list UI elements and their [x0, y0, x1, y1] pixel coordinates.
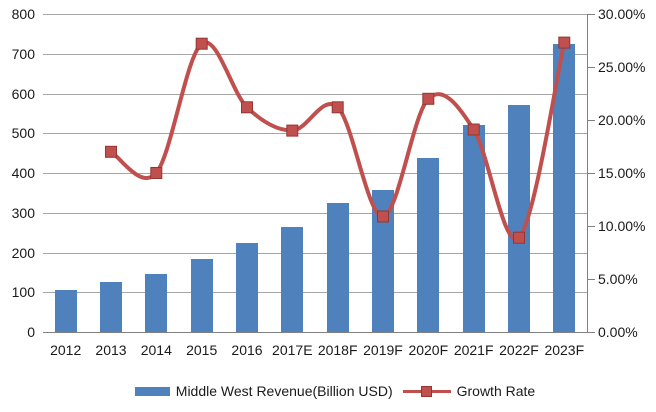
x-axis-label-2019F: 2019F: [363, 342, 403, 358]
growth-marker-2015: [195, 37, 208, 50]
bar-2021F: [462, 125, 485, 332]
right-axis-tick: [588, 120, 595, 121]
x-axis-label-2023F: 2023F: [544, 342, 585, 358]
growth-marker-2018F: [331, 101, 344, 114]
left-axis-label: 400: [11, 165, 35, 181]
left-axis-label: 100: [11, 284, 35, 301]
right-axis-line: [587, 14, 588, 333]
legend-item-revenue: Middle West Revenue(Billion USD): [134, 383, 393, 399]
right-axis-label: 20.00%: [598, 112, 646, 128]
right-axis-tick: [588, 226, 595, 227]
bar-2019F: [372, 189, 394, 332]
right-axis-tick: [588, 279, 595, 280]
left-axis-label: 200: [11, 244, 35, 261]
gridline: [43, 54, 588, 55]
bar-2022F: [508, 105, 530, 332]
gridline: [43, 292, 588, 293]
legend: Middle West Revenue(Billion USD) Growth …: [0, 380, 656, 402]
right-axis-tick: [588, 173, 595, 174]
right-axis-label: 10.00%: [598, 218, 646, 234]
x-axis-label-2021F: 2021F: [453, 342, 494, 358]
right-axis-label: 5.00%: [598, 271, 638, 287]
x-axis-label-2017E: 2017E: [272, 342, 313, 358]
x-axis-label-2020F: 2020F: [408, 342, 449, 358]
growth-marker-2016: [241, 101, 253, 114]
gridline: [43, 94, 588, 95]
gridline: [43, 253, 588, 254]
x-axis-label-2018F: 2018F: [317, 342, 358, 358]
right-axis-tick: [588, 14, 595, 15]
x-axis-label-2014: 2014: [140, 342, 172, 358]
legend-label-revenue: Middle West Revenue(Billion USD): [175, 383, 393, 399]
bar-2015: [190, 258, 213, 332]
legend-label-growth: Growth Rate: [456, 383, 536, 399]
gridline: [43, 133, 588, 134]
x-axis-label-2022F: 2022F: [499, 342, 539, 358]
gridline: [43, 14, 588, 15]
bar-2020F: [417, 157, 440, 332]
x-axis-label-2016: 2016: [231, 342, 263, 358]
x-axis-label-2015: 2015: [186, 342, 218, 358]
gridline: [43, 213, 588, 214]
right-axis-label: 25.00%: [598, 59, 646, 75]
left-axis-label: 500: [11, 125, 35, 142]
bar-2012: [54, 289, 77, 332]
growth-legend-swatch: [402, 385, 451, 397]
right-axis-label: 0.00%: [598, 324, 638, 340]
growth-marker-2013: [105, 145, 117, 158]
left-axis-label: 800: [11, 6, 35, 22]
bar-2018F: [326, 203, 349, 332]
x-axis-line: [43, 332, 588, 333]
gridline: [43, 173, 588, 174]
bar-2014: [145, 274, 168, 332]
left-axis-label: 600: [11, 85, 35, 102]
bar-2013: [100, 281, 122, 332]
right-axis-label: 30.00%: [598, 6, 646, 22]
right-axis-tick: [588, 332, 595, 333]
bar-2023F: [553, 44, 576, 332]
left-axis-label: 0: [27, 324, 35, 340]
right-axis-label: 15.00%: [598, 165, 646, 181]
left-axis-label: 300: [11, 204, 35, 221]
left-axis-label: 700: [11, 45, 35, 62]
growth-marker-2017E: [286, 124, 299, 137]
growth-legend-marker-icon: [420, 385, 432, 397]
legend-item-growth: Growth Rate: [402, 383, 536, 399]
right-axis-tick: [588, 67, 595, 68]
bar-2016: [236, 243, 258, 332]
revenue-legend-swatch: [134, 386, 170, 396]
x-axis-label-2012: 2012: [50, 342, 82, 358]
bar-2017E: [281, 227, 304, 332]
x-axis-label-2013: 2013: [95, 342, 127, 358]
